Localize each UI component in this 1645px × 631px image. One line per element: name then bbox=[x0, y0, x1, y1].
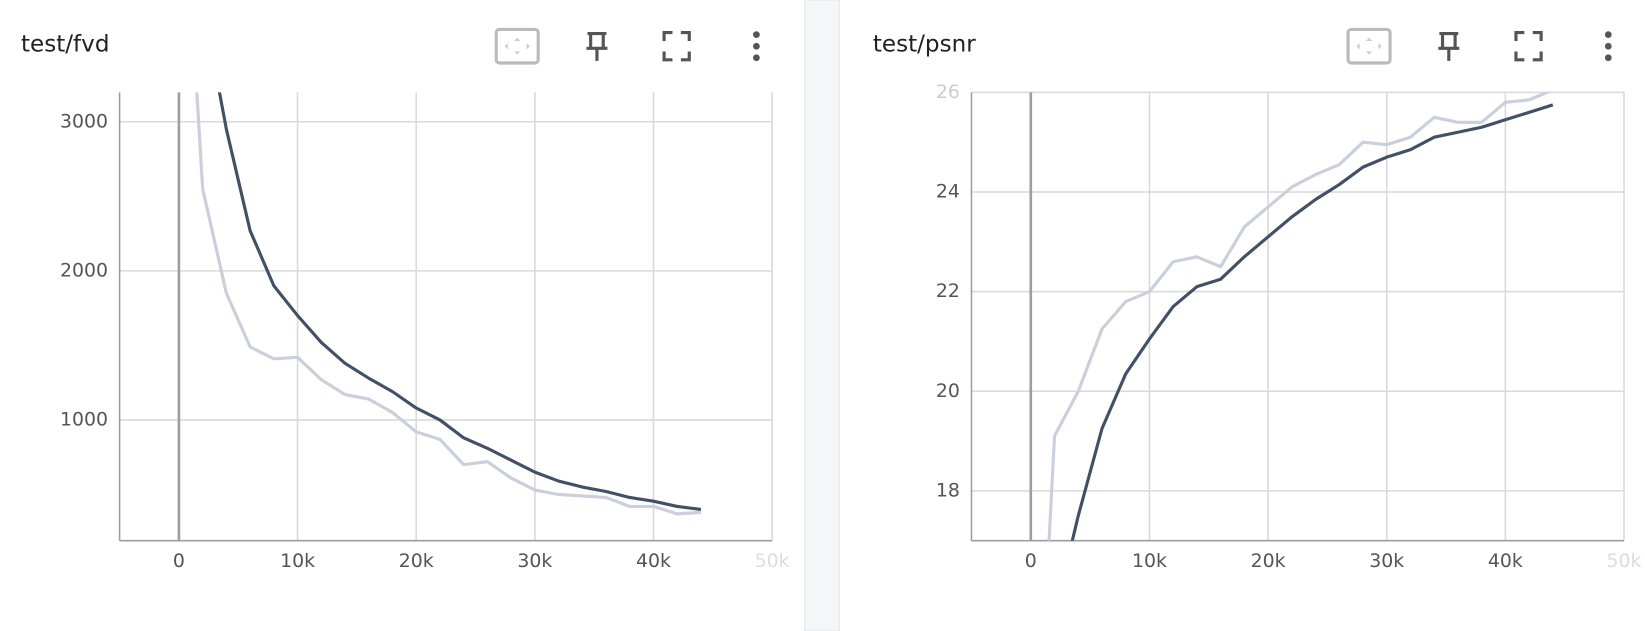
x-tick-label: 20k bbox=[1251, 550, 1286, 572]
card-toolbar bbox=[494, 27, 760, 65]
series-line bbox=[1070, 103, 1554, 541]
fit-domain-button[interactable] bbox=[494, 27, 540, 65]
x-tick-label: 0 bbox=[1025, 550, 1037, 572]
y-tick-label: 26 bbox=[936, 81, 960, 103]
pin-button[interactable] bbox=[586, 32, 608, 61]
x-tick-label: 30k bbox=[1369, 550, 1404, 572]
divider bbox=[804, 0, 840, 631]
fullscreen-button[interactable] bbox=[662, 30, 691, 62]
plot-area bbox=[1047, 92, 1554, 541]
y-tick-label: 20 bbox=[936, 380, 960, 402]
fullscreen-button[interactable] bbox=[1514, 30, 1543, 62]
x-tick-label: 40k bbox=[1488, 550, 1523, 572]
y-tick-label: 22 bbox=[936, 280, 960, 302]
x-tick-label: 10k bbox=[1132, 550, 1167, 572]
x-tick-label: 50k bbox=[1607, 550, 1642, 572]
series-line bbox=[195, 92, 702, 516]
pin-button[interactable] bbox=[1438, 32, 1460, 61]
y-tick-label: 2000 bbox=[60, 259, 108, 281]
y-tick-label: 3000 bbox=[60, 110, 108, 132]
fit-domain-button[interactable] bbox=[1346, 27, 1392, 65]
x-tick-label: 10k bbox=[280, 550, 315, 572]
card-title: test/psnr bbox=[873, 32, 976, 58]
series-line bbox=[217, 92, 702, 511]
menu-button[interactable] bbox=[753, 31, 760, 62]
y-tick-label: 18 bbox=[936, 479, 960, 501]
line-chart: 1000 2000 3000 0 10k 20k 30k 40k 50k bbox=[60, 92, 790, 572]
x-tick-label: 50k bbox=[755, 550, 790, 572]
x-tick-label: 30k bbox=[517, 550, 552, 572]
plot-area bbox=[195, 92, 702, 516]
menu-button[interactable] bbox=[1604, 31, 1612, 62]
x-tick-label: 40k bbox=[636, 550, 671, 572]
y-tick-label: 1000 bbox=[60, 408, 108, 430]
series-line bbox=[1047, 92, 1551, 541]
line-chart: 18 20 22 24 26 0 10k 20k 30k 40k 50k bbox=[936, 81, 1642, 572]
card-toolbar bbox=[1346, 27, 1612, 65]
x-tick-label: 0 bbox=[173, 550, 185, 572]
y-tick-label: 24 bbox=[936, 181, 960, 203]
card-title: test/fvd bbox=[21, 32, 109, 58]
x-tick-label: 20k bbox=[399, 550, 434, 572]
